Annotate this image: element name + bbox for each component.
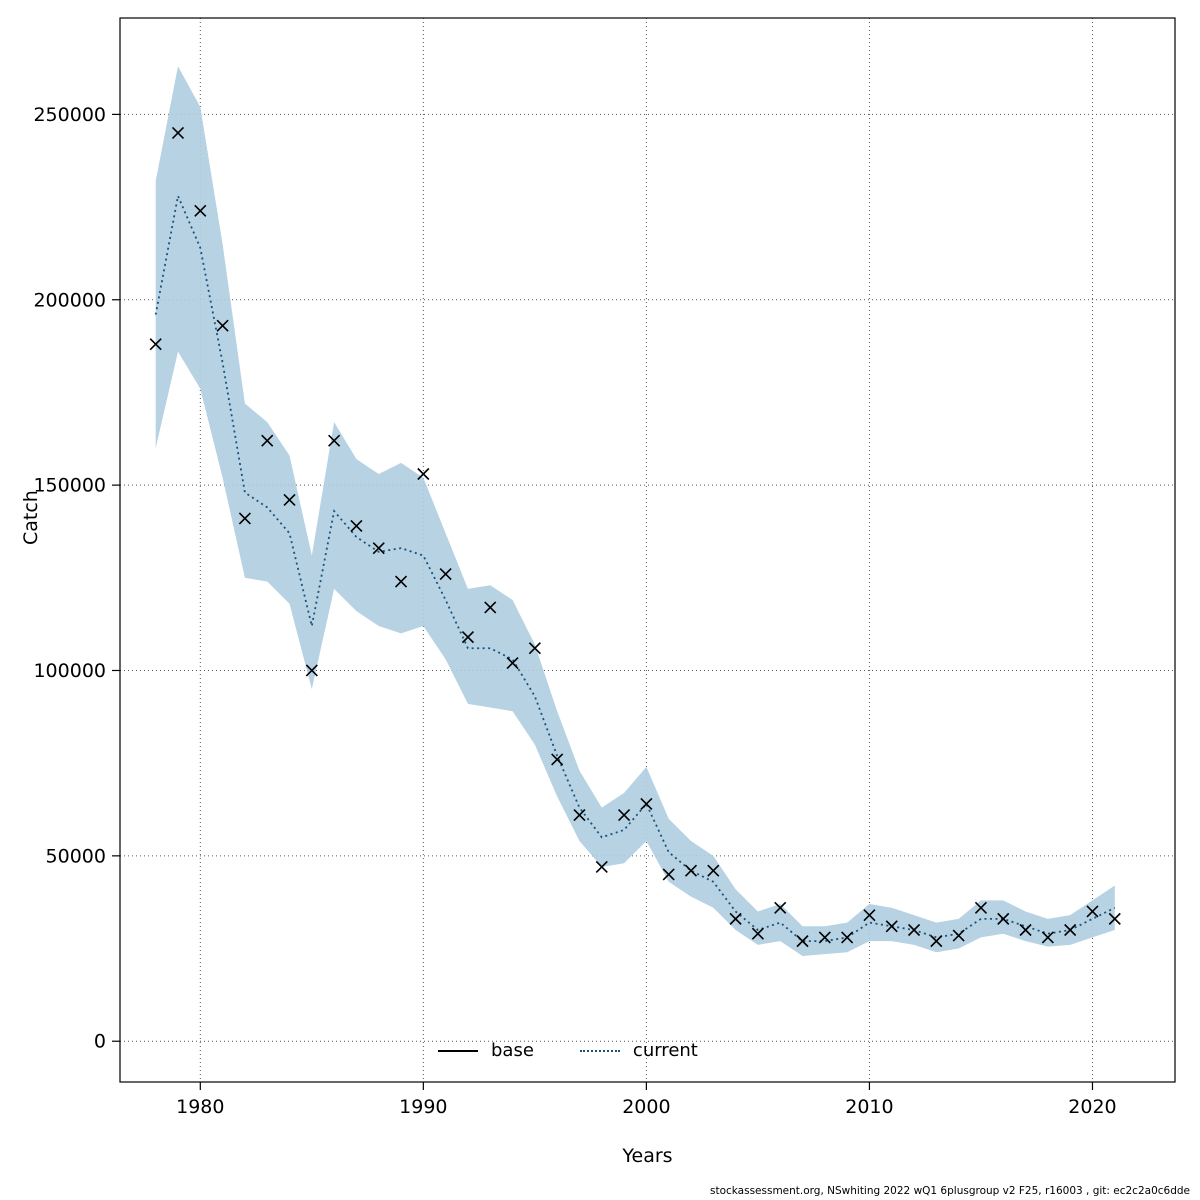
base-marker (796, 935, 809, 948)
base-marker (328, 434, 341, 447)
y-axis-tick-label: 150000 (33, 475, 106, 497)
base-marker (1041, 931, 1054, 944)
base-marker (618, 809, 631, 822)
base-marker (952, 929, 965, 942)
y-axis-tick-label: 200000 (33, 289, 106, 311)
y-axis-tick-label: 50000 (46, 845, 106, 867)
base-marker (1108, 912, 1121, 925)
base-marker (350, 519, 363, 532)
base-marker (506, 657, 519, 670)
y-axis-tick-label: 0 (94, 1031, 106, 1053)
plot-frame (119, 17, 1176, 1083)
legend: base current (438, 1040, 698, 1061)
base-marker (1086, 905, 1099, 918)
base-marker (662, 868, 675, 881)
base-marker (729, 912, 742, 925)
base-marker (573, 809, 586, 822)
base-marker (595, 860, 608, 874)
base-marker (885, 920, 898, 933)
base-marker (417, 467, 430, 481)
base-marker (841, 931, 854, 944)
legend-label-base: base (491, 1040, 534, 1061)
base-marker (372, 542, 385, 555)
x-axis-tick-label: 2010 (845, 1096, 893, 1118)
legend-item-base: base (438, 1040, 534, 1061)
base-marker (684, 864, 698, 877)
confidence-band (155, 66, 1115, 956)
legend-label-current: current (632, 1040, 698, 1061)
x-axis-tick-label: 2020 (1068, 1096, 1116, 1118)
base-marker (461, 631, 475, 644)
base-marker (930, 935, 943, 948)
legend-item-current: current (579, 1040, 698, 1061)
x-axis-tick-label: 2000 (622, 1096, 670, 1118)
footer-caption: stockassessment.org, NSwhiting 2022 wQ1 … (709, 1185, 1190, 1197)
base-marker (528, 642, 541, 655)
x-axis-tick-label: 1990 (399, 1096, 447, 1118)
base-marker (551, 753, 564, 766)
y-axis-tick-label: 250000 (33, 104, 106, 126)
base-marker (216, 319, 229, 332)
current-line-swatch (579, 1049, 620, 1052)
base-marker (707, 864, 720, 877)
base-marker (818, 931, 831, 944)
x-axis-tick-label: 1980 (176, 1096, 224, 1118)
base-marker (974, 901, 988, 914)
base-marker (1019, 923, 1032, 937)
y-axis-title: Catch (20, 490, 42, 545)
base-marker (997, 912, 1010, 925)
base-marker (261, 434, 274, 447)
base-marker (194, 204, 207, 217)
x-axis-title: Years (622, 1145, 673, 1167)
base-marker (640, 797, 653, 811)
base-marker (863, 909, 876, 922)
base-line-swatch (438, 1049, 478, 1052)
base-marker (774, 901, 787, 914)
base-marker (283, 493, 296, 507)
base-marker (484, 601, 497, 614)
base-marker (394, 575, 408, 588)
base-marker (751, 927, 764, 940)
base-marker (439, 568, 452, 581)
base-marker (907, 923, 921, 937)
y-axis-tick-label: 100000 (33, 660, 106, 682)
base-marker (149, 338, 162, 351)
base-marker (238, 512, 251, 525)
base-marker (1064, 923, 1077, 937)
base-marker (305, 664, 318, 677)
base-marker (171, 126, 185, 139)
